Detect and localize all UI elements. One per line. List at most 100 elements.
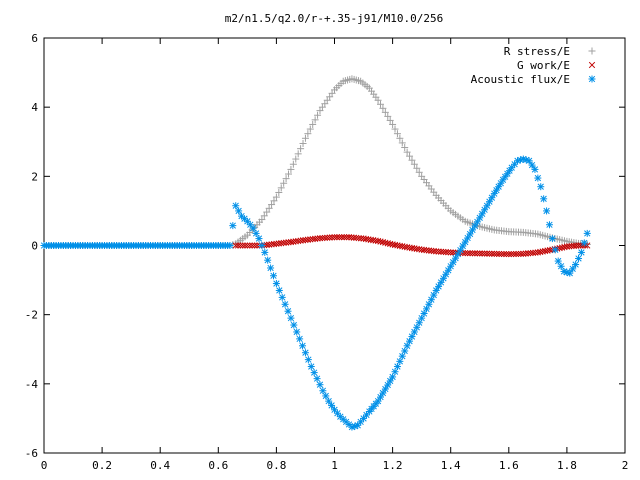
data-point — [384, 381, 392, 389]
y-tick-label: 2 — [31, 170, 38, 183]
data-point — [307, 363, 315, 371]
data-point — [270, 197, 278, 205]
data-point — [473, 218, 481, 226]
x-tick-label: 1.6 — [499, 459, 519, 472]
data-point — [379, 104, 387, 112]
data-point — [577, 248, 585, 256]
x-tick-label: 0.8 — [266, 459, 286, 472]
data-point — [229, 222, 237, 230]
data-point — [246, 242, 253, 249]
data-point — [439, 274, 447, 282]
data-point — [415, 168, 423, 176]
data-point — [391, 125, 399, 133]
data-point — [267, 264, 275, 272]
data-point — [269, 272, 277, 280]
x-tick-label: 0.2 — [92, 459, 112, 472]
data-point — [336, 234, 343, 241]
data-point — [293, 328, 301, 336]
data-point — [537, 183, 545, 191]
data-point — [447, 249, 454, 256]
data-point — [374, 237, 382, 245]
data-point — [265, 204, 273, 212]
data-point — [543, 207, 551, 215]
data-point — [500, 250, 508, 258]
data-point — [539, 248, 546, 255]
data-point — [365, 236, 372, 243]
data-point — [272, 280, 280, 288]
x-tick-label: 1.8 — [557, 459, 577, 472]
data-point — [399, 243, 406, 250]
legend-label: R stress/E — [504, 45, 570, 58]
data-point — [440, 248, 447, 256]
data-point — [488, 194, 496, 202]
data-point — [408, 244, 416, 252]
data-point — [252, 229, 260, 237]
y-tick-label: -2 — [25, 309, 38, 322]
data-point — [525, 157, 533, 165]
data-point — [483, 250, 491, 257]
data-point — [268, 201, 276, 209]
data-point — [287, 165, 295, 173]
data-point — [377, 238, 384, 245]
data-point — [226, 242, 234, 249]
data-point — [282, 175, 290, 183]
data-point — [406, 244, 413, 251]
data-point — [478, 210, 486, 218]
data-point — [341, 234, 348, 241]
data-point — [471, 222, 479, 230]
data-point — [290, 321, 298, 329]
data-point — [575, 254, 583, 262]
series-acoustic-flux-e — [40, 155, 591, 431]
data-point — [517, 250, 525, 258]
data-point — [466, 230, 474, 238]
data-point — [413, 323, 421, 331]
data-point — [558, 244, 566, 251]
data-point — [534, 249, 542, 256]
data-point — [493, 250, 500, 258]
plot-marks — [40, 75, 591, 431]
data-point — [296, 335, 304, 343]
data-point — [435, 282, 443, 290]
data-point — [435, 248, 442, 255]
data-point — [498, 250, 505, 258]
data-point — [461, 238, 469, 246]
data-point — [275, 286, 283, 294]
data-point — [251, 242, 258, 249]
data-point — [583, 240, 591, 248]
data-point — [309, 120, 317, 128]
data-point — [319, 387, 327, 395]
x-axis: 0 0.2 0.4 0.6 0.8 1 1.2 1.4 1.6 1.8 2 — [41, 38, 629, 472]
series-r-stress-e — [40, 75, 591, 249]
data-point — [495, 250, 503, 258]
data-point — [235, 207, 243, 215]
data-point — [292, 155, 300, 163]
x-tick-label: 2 — [622, 459, 629, 472]
data-point — [386, 116, 394, 124]
data-point — [580, 239, 588, 247]
data-point — [243, 217, 251, 225]
data-point — [551, 246, 559, 254]
data-point — [413, 164, 421, 172]
data-point — [237, 242, 244, 249]
data-point — [275, 188, 283, 196]
y-tick-label: 4 — [31, 101, 38, 114]
data-point — [422, 305, 430, 313]
data-point — [481, 206, 489, 214]
y-tick-label: -6 — [25, 447, 38, 460]
data-point — [410, 160, 418, 168]
data-point — [386, 377, 394, 385]
data-point — [313, 375, 321, 383]
legend-marker — [588, 75, 596, 83]
data-point — [370, 237, 377, 244]
data-point — [476, 214, 484, 222]
data-point — [508, 250, 515, 258]
x-tick-label: 0.4 — [150, 459, 170, 472]
chart-title: m2/n1.5/q2.0/r-+.35-j91/M10.0/256 — [225, 12, 444, 25]
data-point — [321, 234, 328, 242]
data-point — [360, 235, 367, 242]
data-point — [572, 261, 580, 269]
data-point — [304, 130, 312, 138]
data-point — [372, 237, 379, 244]
